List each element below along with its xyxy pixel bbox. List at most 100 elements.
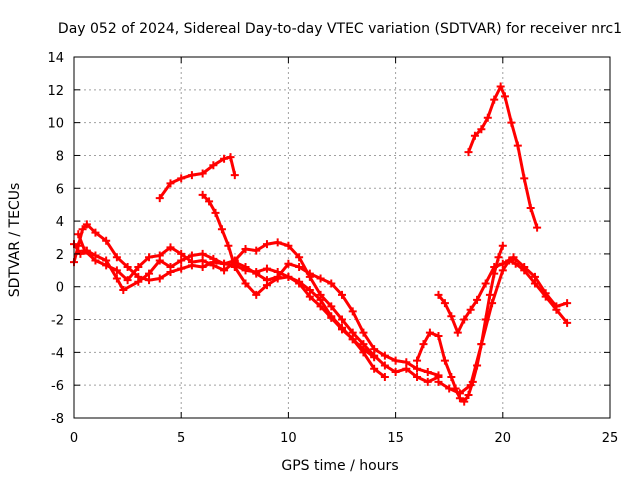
- data-point-marker: [470, 131, 479, 140]
- data-point-marker: [102, 261, 111, 270]
- data-point-marker: [220, 266, 229, 275]
- data-point-marker: [230, 263, 239, 272]
- data-point-marker: [466, 305, 475, 314]
- data-point-marker: [370, 364, 379, 373]
- data-point-marker: [563, 318, 572, 327]
- data-point-marker: [526, 203, 535, 212]
- data-point-marker: [252, 290, 261, 299]
- data-point-marker: [155, 194, 164, 203]
- x-tick-label: 5: [177, 431, 185, 446]
- data-point-marker: [102, 236, 111, 245]
- data-point-marker: [327, 279, 336, 288]
- data-point-marker: [211, 208, 220, 217]
- y-tick-label: 8: [56, 149, 64, 164]
- data-point-marker: [413, 364, 422, 373]
- data-point-marker: [481, 279, 490, 288]
- data-point-marker: [262, 240, 271, 249]
- data-point-marker: [284, 241, 293, 250]
- data-point-marker: [80, 246, 89, 255]
- chart-title: Day 052 of 2024, Sidereal Day-to-day VTE…: [58, 21, 622, 37]
- data-point-marker: [370, 353, 379, 362]
- data-point-marker: [440, 299, 449, 308]
- data-point-marker: [252, 269, 261, 278]
- data-point-marker: [305, 292, 314, 301]
- data-point-marker: [316, 290, 325, 299]
- data-point-marker: [262, 264, 271, 273]
- data-point-marker: [496, 82, 505, 91]
- x-tick-label: 20: [495, 431, 512, 446]
- data-point-marker: [316, 274, 325, 283]
- data-point-marker: [112, 274, 121, 283]
- data-point-marker: [440, 356, 449, 365]
- data-point-marker: [391, 356, 400, 365]
- data-point-marker: [224, 241, 233, 250]
- data-point-marker: [498, 241, 507, 250]
- data-point-marker: [82, 220, 91, 229]
- data-point-marker: [226, 153, 235, 162]
- data-point-marker: [563, 299, 572, 308]
- data-point-marker: [187, 171, 196, 180]
- data-point-marker: [241, 263, 250, 272]
- y-tick-label: 10: [47, 117, 64, 132]
- data-point-marker: [166, 243, 175, 252]
- data-point-marker: [507, 118, 516, 127]
- data-point-marker: [145, 253, 154, 262]
- y-tick-label: -2: [51, 314, 64, 329]
- data-point-marker: [338, 290, 346, 299]
- x-tick-label: 10: [280, 431, 297, 446]
- data-point-marker: [91, 228, 100, 237]
- data-point-marker: [145, 269, 154, 278]
- data-point-marker: [205, 197, 214, 206]
- data-point-marker: [166, 263, 175, 272]
- y-tick-label: -4: [51, 346, 64, 361]
- data-point-marker: [359, 345, 368, 354]
- y-tick-label: 14: [47, 51, 64, 66]
- data-point-marker: [533, 223, 542, 232]
- data-point-marker: [380, 361, 389, 370]
- data-point-marker: [477, 125, 486, 134]
- data-point-marker: [338, 325, 346, 334]
- data-point-marker: [488, 299, 497, 308]
- data-point-marker: [112, 253, 121, 262]
- series-line-track-e: [158, 155, 237, 200]
- data-point-marker: [423, 377, 432, 386]
- data-point-marker: [198, 256, 207, 265]
- y-tick-label: -6: [51, 379, 64, 394]
- data-point-marker: [198, 169, 207, 178]
- data-point-marker: [509, 253, 518, 262]
- data-point-marker: [134, 277, 143, 286]
- data-point-marker: [295, 263, 304, 272]
- x-axis-label: GPS time / hours: [281, 458, 398, 474]
- data-point-marker: [198, 190, 207, 199]
- series-line-track-i: [467, 85, 539, 230]
- data-point-marker: [284, 272, 293, 281]
- data-point-marker: [419, 340, 428, 349]
- data-point-marker: [262, 281, 271, 290]
- data-point-marker: [460, 315, 469, 324]
- grid-lines: [74, 57, 610, 418]
- data-point-marker: [177, 174, 186, 183]
- data-point-marker: [455, 389, 464, 398]
- plot-frame: [73, 56, 611, 419]
- data-point-marker: [177, 264, 186, 273]
- data-point-marker: [447, 372, 456, 381]
- data-point-marker: [241, 279, 250, 288]
- data-point-marker: [464, 148, 473, 157]
- data-point-marker: [284, 259, 293, 268]
- data-point-marker: [119, 286, 128, 295]
- data-point-marker: [473, 295, 482, 304]
- data-point-marker: [155, 274, 164, 283]
- data-point-marker: [187, 258, 196, 267]
- data-point-marker: [490, 263, 499, 272]
- data-point-marker: [359, 328, 368, 337]
- data-point-marker: [434, 290, 443, 299]
- y-tick-label: -8: [51, 412, 64, 427]
- data-point-marker: [483, 113, 492, 122]
- data-point-marker: [425, 328, 434, 337]
- y-tick-label: 4: [56, 215, 64, 230]
- data-point-marker: [273, 238, 282, 247]
- data-point-marker: [230, 171, 239, 180]
- data-point-marker: [209, 261, 218, 270]
- data-point-marker: [123, 276, 132, 285]
